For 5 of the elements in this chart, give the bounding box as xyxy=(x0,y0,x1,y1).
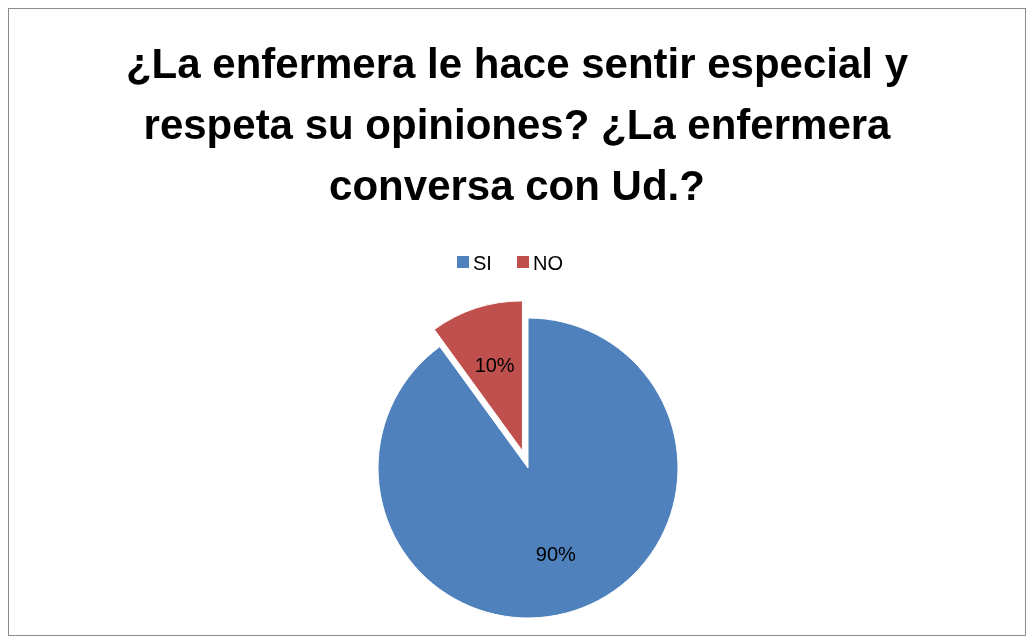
data-label: 10% xyxy=(474,354,515,377)
chart-title: ¿La enfermera le hace sentir especial y respeta su opiniones? ¿La enfermera conversa con Ud.? xyxy=(125,40,909,209)
legend-label: SI xyxy=(473,252,492,274)
data-label: 90% xyxy=(535,542,577,565)
legend-label: NO xyxy=(533,252,563,274)
